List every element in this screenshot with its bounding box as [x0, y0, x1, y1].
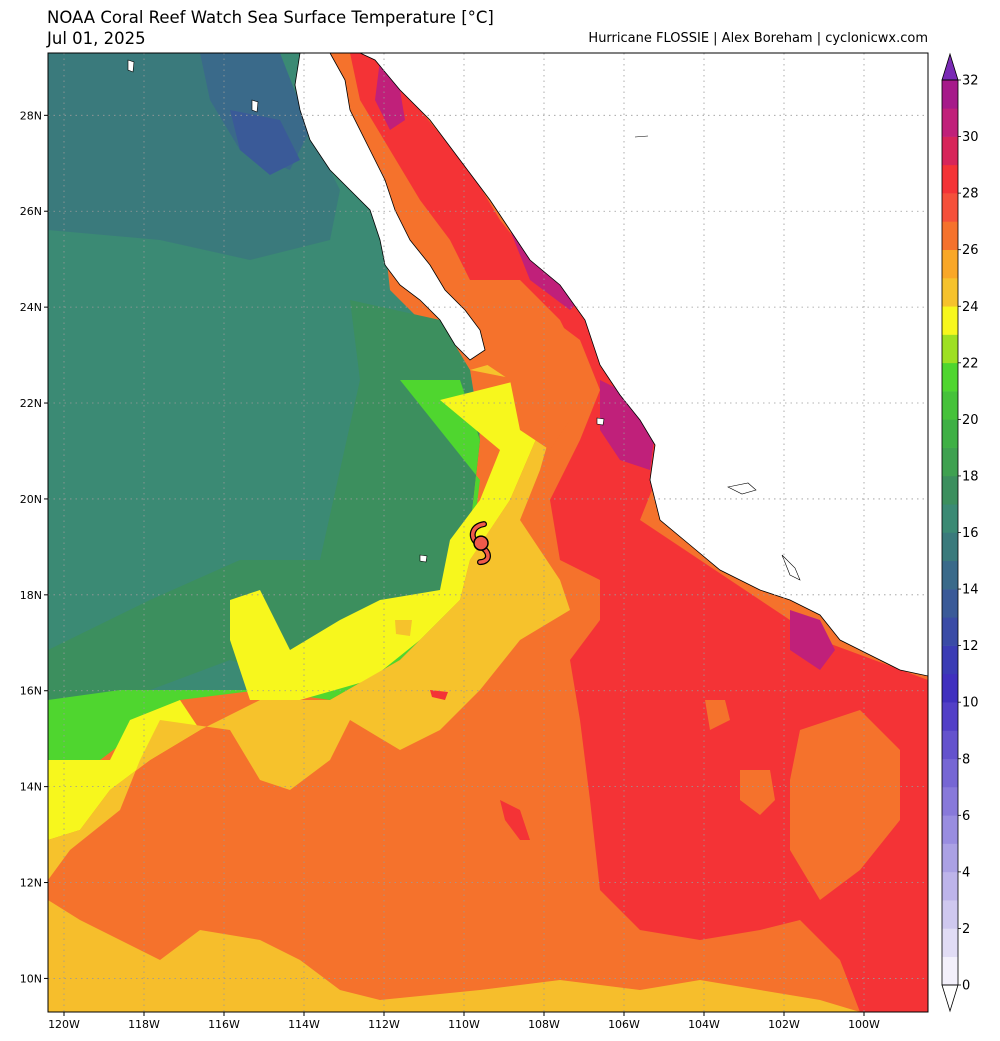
colorbar-segment	[942, 504, 958, 533]
island	[251, 99, 259, 113]
colorbar-label: 32	[962, 74, 979, 89]
colorbar-segment	[942, 673, 958, 703]
sst-field	[48, 53, 928, 1012]
colorbar-label: 16	[962, 526, 979, 541]
lat-tick-label: 10N	[20, 972, 42, 985]
island	[596, 417, 605, 426]
colorbar-label: 26	[962, 243, 979, 258]
colorbar-segment	[942, 617, 958, 646]
colorbar-segment	[942, 900, 958, 929]
colorbar-segment	[942, 956, 958, 986]
colorbar-label: 6	[962, 809, 970, 824]
lon-tick-label: 110W	[448, 1018, 480, 1031]
lat-tick-label: 16N	[20, 685, 42, 698]
lon-tick-label: 120W	[48, 1018, 80, 1031]
lon-tick-label: 104W	[688, 1018, 720, 1031]
colorbar-label: 24	[962, 300, 979, 315]
colorbar-segment	[942, 136, 958, 166]
colorbar-segment	[942, 843, 958, 873]
colorbar-segment	[942, 702, 958, 731]
lat-tick-label: 26N	[20, 205, 42, 218]
colorbar-label: 30	[962, 130, 979, 145]
colorbar-segment	[942, 249, 958, 279]
colorbar-segment	[942, 221, 958, 250]
lat-tick-label: 14N	[20, 781, 42, 794]
colorbar-label: 0	[962, 979, 970, 994]
lat-tick-label: 22N	[20, 397, 42, 410]
lat-tick-label: 24N	[20, 301, 42, 314]
colorbar-label: 18	[962, 469, 979, 484]
colorbar-segment	[942, 306, 958, 335]
colorbar-label: 10	[962, 696, 979, 711]
colorbar-segment	[942, 362, 958, 392]
map-title: NOAA Coral Reef Watch Sea Surface Temper…	[47, 8, 494, 27]
land	[127, 53, 928, 677]
lon-tick-label: 108W	[528, 1018, 560, 1031]
colorbar-segment	[942, 334, 958, 364]
colorbar-segment	[942, 419, 958, 448]
mainland-mexico	[359, 53, 928, 677]
colorbar-segment	[942, 475, 958, 505]
colorbar-label: 2	[962, 922, 970, 937]
lat-tick-label: 12N	[20, 877, 42, 890]
colorbar-segment	[942, 80, 958, 109]
lon-tick-label: 112W	[368, 1018, 400, 1031]
lat-tick-label: 28N	[20, 109, 42, 122]
colorbar-over-arrow	[941, 52, 959, 81]
lon-tick-label: 118W	[128, 1018, 160, 1031]
colorbar-label: 22	[962, 356, 979, 371]
colorbar-segment	[942, 532, 958, 562]
colorbar-segment	[942, 108, 958, 137]
colorbar-segment	[942, 815, 958, 844]
colorbar-under-arrow	[941, 984, 959, 1013]
colorbar-segment	[942, 730, 958, 760]
graticule	[48, 53, 928, 1012]
colorbar-segment	[942, 787, 958, 816]
colorbar-segment	[942, 758, 958, 788]
colorbar-segment	[942, 928, 958, 958]
lon-tick-label: 116W	[208, 1018, 240, 1031]
colorbar-label: 4	[962, 865, 970, 880]
colorbar-segment	[942, 164, 958, 194]
lon-tick-label: 100W	[848, 1018, 880, 1031]
lon-tick-label: 106W	[608, 1018, 640, 1031]
map-frame	[47, 52, 929, 1013]
map-date: Jul 01, 2025	[47, 29, 146, 48]
colorbar-segment	[942, 645, 958, 675]
colorbar-label: 8	[962, 752, 970, 767]
colorbar-label: 28	[962, 187, 979, 202]
colorbar-segment	[942, 391, 958, 420]
island	[419, 554, 428, 563]
island	[127, 59, 135, 73]
colorbar-segment	[942, 447, 958, 477]
colorbar-label: 12	[962, 639, 979, 654]
colorbar-segment	[942, 277, 958, 307]
lake	[781, 554, 801, 581]
axis-ticks: 120W 118W 116W 114W 112W 110W 108W 106W 104W 102W…	[20, 109, 880, 1031]
colorbar-label: 20	[962, 413, 979, 428]
lat-tick-label: 20N	[20, 493, 42, 506]
lake	[727, 482, 757, 495]
lon-tick-label: 102W	[768, 1018, 800, 1031]
colorbar-segment	[942, 871, 958, 901]
baja-california	[294, 53, 486, 361]
lake	[634, 135, 649, 138]
colorbar-segment	[942, 560, 958, 590]
lat-tick-label: 18N	[20, 589, 42, 602]
colorbar-segment	[942, 589, 958, 618]
colorbar-label: 14	[962, 583, 979, 598]
colorbar-segment	[942, 193, 958, 222]
map-credit: Hurricane FLOSSIE | Alex Boreham | cyclo…	[588, 31, 928, 46]
lon-tick-label: 114W	[288, 1018, 320, 1031]
hurricane-icon	[469, 521, 492, 566]
